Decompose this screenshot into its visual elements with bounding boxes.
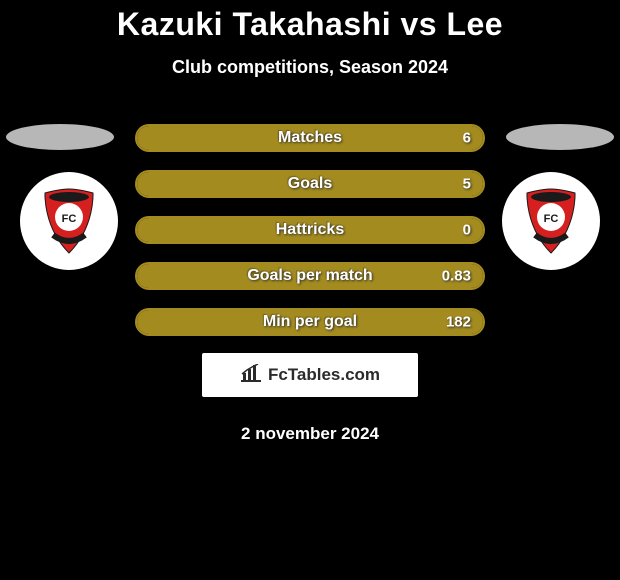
stat-row: Goals per match0.83: [135, 262, 485, 290]
player-marker-left: [6, 124, 114, 150]
svg-text:FC: FC: [544, 213, 559, 225]
stat-value-right: 0: [463, 222, 471, 239]
club-badge-left: FC: [20, 172, 118, 270]
shield-icon: FC: [521, 187, 581, 255]
stat-value-right: 6: [463, 130, 471, 147]
page-title: Kazuki Takahashi vs Lee: [0, 0, 620, 43]
stat-fill-right: [137, 218, 483, 242]
stat-value-right: 182: [446, 314, 471, 331]
comparison-card: Kazuki Takahashi vs Lee Club competition…: [0, 0, 620, 580]
stat-row: Goals5: [135, 170, 485, 198]
stat-row: Matches6: [135, 124, 485, 152]
date-text: 2 november 2024: [0, 424, 620, 444]
bar-chart-icon: [240, 364, 262, 387]
club-badge-right: FC: [502, 172, 600, 270]
shield-icon: FC: [39, 187, 99, 255]
stat-fill-right: [137, 264, 483, 288]
stat-row: Hattricks0: [135, 216, 485, 244]
brand-box[interactable]: FcTables.com: [202, 353, 418, 397]
page-subtitle: Club competitions, Season 2024: [0, 57, 620, 78]
stat-value-right: 5: [463, 176, 471, 193]
stat-value-right: 0.83: [442, 268, 471, 285]
stat-rows: Matches6 Goals5 Hattricks0 Goals per match0…: [135, 124, 485, 354]
stat-fill-right: [137, 172, 483, 196]
player-marker-right: [506, 124, 614, 150]
brand-text: FcTables.com: [268, 365, 380, 385]
svg-text:FC: FC: [62, 213, 77, 225]
stat-fill-right: [137, 310, 483, 334]
stat-row: Min per goal182: [135, 308, 485, 336]
stat-fill-right: [137, 126, 483, 150]
